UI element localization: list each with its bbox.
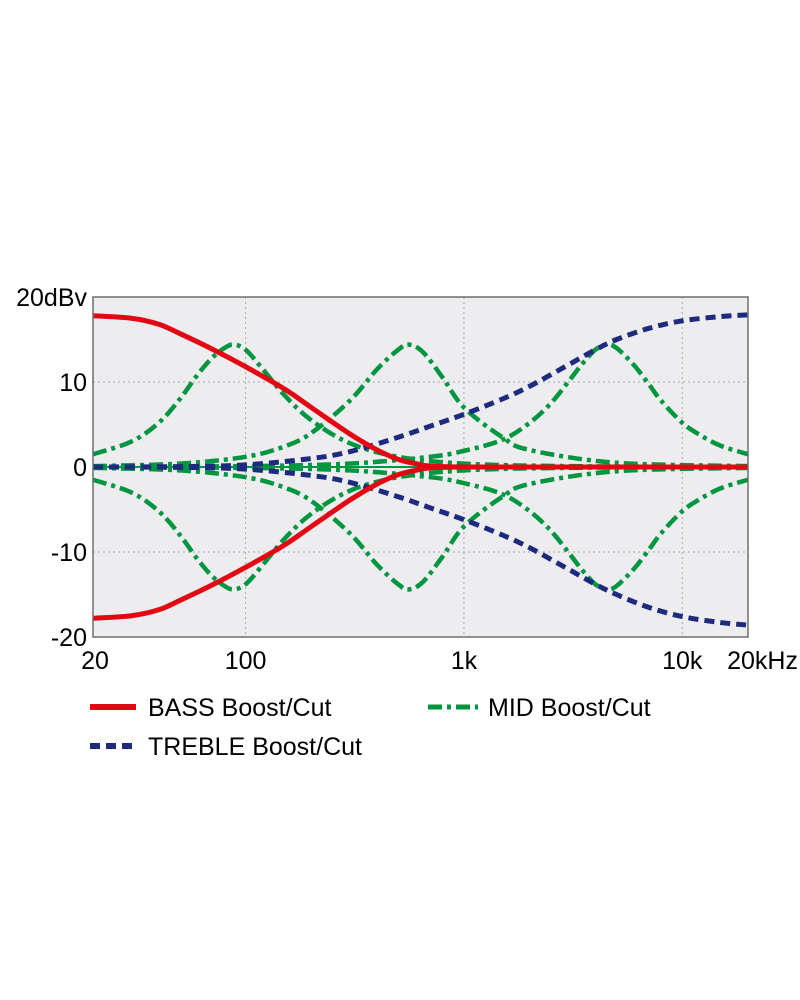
series-curves (92, 312, 749, 628)
x-tick-label-0: 20 (81, 647, 109, 675)
curve-mid-cut-3 (92, 464, 749, 592)
y-tick-label-2: 0 (73, 454, 87, 482)
curve-mid-boost-1 (92, 342, 749, 470)
legend-label-mid: MID Boost/Cut (488, 694, 651, 722)
plot-area-frame (92, 296, 749, 638)
legend-label-bass: BASS Boost/Cut (148, 694, 331, 722)
y-tick-label-4: -20 (51, 624, 87, 652)
legend-label-treble: TREBLE Boost/Cut (148, 733, 362, 761)
legend: BASS Boost/Cut MID Boost/Cut TREBLE Boos… (90, 694, 651, 761)
x-axis-ticks: 20 100 1k 10k 20kHz (81, 647, 798, 675)
x-tick-label-1: 100 (225, 647, 267, 675)
curve-bass-cut (92, 464, 748, 621)
curve-mid-boost-3 (92, 342, 749, 470)
curve-mid-cut-1 (92, 464, 749, 592)
y-tick-label-3: -10 (51, 539, 87, 567)
curve-treble-boost (92, 312, 749, 470)
x-tick-label-2: 1k (451, 647, 478, 675)
x-tick-label-4: 20kHz (727, 647, 798, 675)
y-tick-label-1: 10 (59, 369, 87, 397)
x-tick-label-3: 10k (662, 647, 703, 675)
y-tick-label-0: 20dBv (16, 284, 87, 312)
y-axis-ticks: 20dBv 10 0 -10 -20 (16, 284, 87, 652)
curve-treble-cut (92, 464, 749, 628)
